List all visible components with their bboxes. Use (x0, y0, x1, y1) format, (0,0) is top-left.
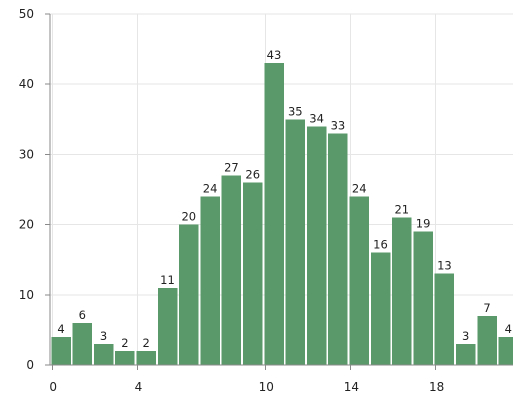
data-label: 7 (483, 301, 490, 315)
bar (306, 126, 327, 365)
data-label: 16 (373, 238, 388, 252)
y-tick-label: 50 (19, 7, 34, 21)
x-tick-label: 14 (344, 380, 359, 394)
data-label: 11 (160, 273, 175, 287)
bar (72, 322, 93, 365)
x-tick-label: 4 (135, 380, 143, 394)
data-label: 20 (181, 210, 196, 224)
y-tick-label: 40 (19, 77, 34, 91)
data-label: 26 (245, 167, 260, 181)
data-label: 4 (505, 322, 512, 336)
bar (93, 343, 114, 365)
data-label: 43 (267, 48, 282, 62)
data-label: 4 (57, 322, 64, 336)
x-tick-labels: 0410141822 (49, 380, 444, 394)
data-label: 2 (121, 336, 128, 350)
data-label: 3 (100, 329, 107, 343)
bar (498, 336, 513, 365)
y-tick-labels: 0 10 20 30 40 50 (19, 7, 34, 372)
bar (434, 273, 455, 365)
y-tick-label: 0 (26, 358, 34, 372)
data-label: 27 (224, 160, 239, 174)
bar (115, 350, 135, 365)
data-label: 3 (462, 329, 469, 343)
bar (477, 315, 497, 365)
bar (455, 343, 476, 365)
bar (413, 231, 433, 365)
data-label: 19 (416, 217, 431, 231)
data-label: 24 (203, 182, 218, 196)
x-tick-label: 0 (49, 380, 57, 394)
y-tick-label: 10 (19, 288, 34, 302)
bar (200, 196, 220, 365)
bar (51, 336, 71, 365)
data-label: 33 (331, 118, 346, 132)
data-label: 24 (352, 182, 367, 196)
data-label: 34 (309, 111, 324, 125)
bar (221, 175, 242, 365)
y-tick-label: 20 (19, 218, 34, 232)
bar (349, 196, 369, 365)
bar (264, 63, 284, 365)
data-label: 21 (394, 203, 409, 217)
bar (157, 287, 178, 365)
y-tick-label: 30 (19, 147, 34, 161)
bar (328, 133, 348, 365)
data-label: 6 (79, 308, 86, 322)
data-label: 13 (437, 259, 452, 273)
x-tick-label: 10 (259, 380, 274, 394)
data-label: 2 (143, 336, 150, 350)
bar (370, 252, 391, 365)
bar (179, 224, 199, 365)
bar (242, 182, 263, 365)
bars (51, 63, 513, 365)
bar (392, 217, 412, 365)
bar (285, 119, 306, 365)
axes (45, 13, 513, 370)
data-label: 35 (288, 104, 303, 118)
bar (136, 350, 156, 365)
x-tick-label: 18 (429, 380, 444, 394)
